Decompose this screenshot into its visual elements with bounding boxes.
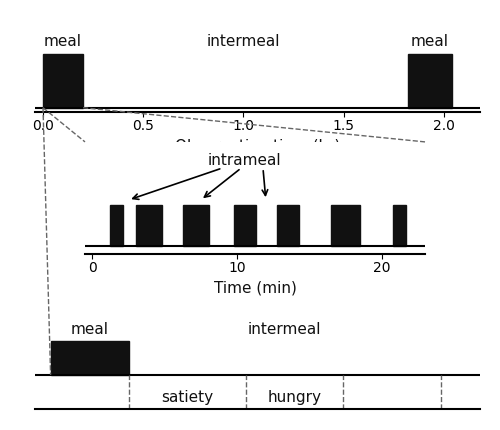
Bar — [234, 205, 256, 246]
Text: meal: meal — [44, 34, 82, 49]
Bar — [331, 205, 360, 246]
Bar — [110, 205, 122, 246]
Bar — [408, 55, 452, 108]
Bar — [393, 205, 406, 246]
Bar — [50, 341, 128, 375]
Bar — [136, 205, 162, 246]
Text: meal: meal — [411, 34, 449, 49]
X-axis label: Observation time (hr): Observation time (hr) — [175, 139, 340, 154]
Text: satiety: satiety — [161, 390, 214, 405]
Text: intrameal: intrameal — [208, 153, 281, 168]
Bar — [43, 55, 83, 108]
Text: meal: meal — [70, 322, 108, 337]
Text: hungry: hungry — [268, 390, 322, 405]
X-axis label: Time (min): Time (min) — [214, 281, 296, 296]
Text: intermeal: intermeal — [206, 34, 280, 49]
Bar — [184, 205, 210, 246]
Text: intermeal: intermeal — [248, 322, 322, 337]
Bar — [278, 205, 299, 246]
